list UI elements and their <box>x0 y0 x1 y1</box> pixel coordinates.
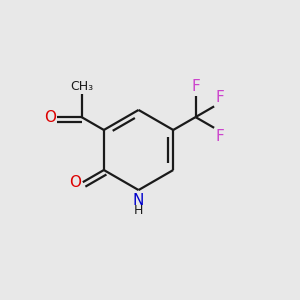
Text: F: F <box>216 90 225 105</box>
Text: CH₃: CH₃ <box>70 80 93 93</box>
Text: O: O <box>44 110 56 124</box>
Text: O: O <box>69 175 81 190</box>
Text: F: F <box>216 129 225 144</box>
Text: F: F <box>191 80 200 94</box>
Text: N: N <box>133 193 144 208</box>
Text: H: H <box>134 204 143 217</box>
